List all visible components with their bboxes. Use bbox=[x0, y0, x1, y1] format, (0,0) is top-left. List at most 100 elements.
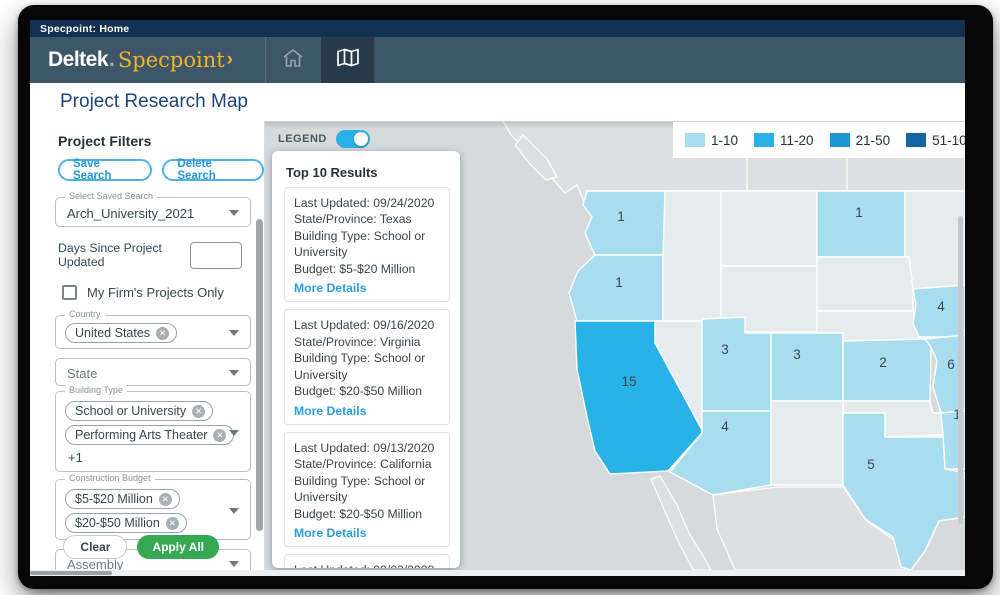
country-chips: United States ✕ bbox=[56, 316, 250, 348]
state-value-AZ: 4 bbox=[721, 419, 729, 434]
saved-search-dropdown[interactable]: Select Saved Search Arch_University_2021 bbox=[55, 191, 251, 227]
card-field-budget: Budget: $5-$20 Million bbox=[294, 261, 416, 276]
legend-item: 1-10 bbox=[685, 133, 738, 148]
legend-toggle-switch[interactable] bbox=[335, 130, 370, 148]
result-card[interactable]: Last Updated: 09/13/2020 State/Province: … bbox=[284, 431, 450, 548]
state-new-mexico bbox=[770, 400, 844, 486]
my-firm-checkbox[interactable] bbox=[62, 285, 77, 300]
legend-item: 11-20 bbox=[754, 133, 814, 148]
page-title: Project Research Map bbox=[60, 91, 248, 112]
card-field-building_type: Building Type: School or University bbox=[294, 473, 426, 505]
assembly-placeholder: Assembly bbox=[67, 557, 124, 570]
state-value-AR: 1 bbox=[953, 407, 961, 422]
sidebar-scrollbar[interactable] bbox=[256, 219, 263, 531]
state-dropdown[interactable]: State bbox=[55, 358, 251, 386]
chip-remove-icon[interactable]: ✕ bbox=[165, 516, 179, 530]
state-value-OR: 1 bbox=[615, 275, 623, 290]
nav-home[interactable] bbox=[265, 37, 320, 83]
legend-label: 51-100 bbox=[932, 132, 965, 148]
country-dropdown[interactable]: Country United States ✕ bbox=[55, 309, 251, 349]
map-icon bbox=[336, 48, 360, 72]
top-results-panel: Top 10 Results Last Updated: 09/24/2020 S… bbox=[272, 151, 460, 568]
legend-item: 21-50 bbox=[829, 133, 890, 148]
home-icon bbox=[282, 48, 304, 73]
result-card[interactable]: Last Updated: 09/24/2020 State/Province: … bbox=[284, 187, 450, 303]
state-value-WA: 1 bbox=[617, 209, 625, 224]
chip-remove-icon[interactable]: ✕ bbox=[213, 428, 227, 442]
card-field-budget: Budget: $20-$50 Million bbox=[294, 506, 423, 521]
map-area[interactable]: 1 1 15 1 4 3 3 2 6 1 4 5 LEGEND 1-10 11-20 21-50 51-10… bbox=[265, 121, 965, 570]
apply-all-button[interactable]: Apply All bbox=[137, 535, 219, 559]
more-details-link[interactable]: More Details bbox=[294, 281, 367, 296]
map-top-shadow bbox=[265, 121, 965, 129]
building-type-dropdown[interactable]: Building Type School or University ✕ Perfo… bbox=[55, 385, 251, 472]
result-card[interactable]: Last Updated: 09/03/2020State/Province: … bbox=[284, 554, 450, 568]
state-south-dakota bbox=[816, 256, 914, 312]
filter-chip[interactable]: $5-$20 Million ✕ bbox=[65, 489, 180, 509]
state-kansas bbox=[842, 338, 932, 402]
chip-remove-icon[interactable]: ✕ bbox=[158, 492, 172, 506]
state-north-dakota bbox=[816, 190, 906, 258]
card-field-state: State/Province: Virginia bbox=[294, 334, 421, 349]
page-title-bar: Project Research Map bbox=[30, 83, 965, 121]
map-legend: 1-10 11-20 21-50 51-100 bbox=[673, 122, 965, 158]
days-since-input[interactable] bbox=[190, 241, 242, 269]
nav-map[interactable] bbox=[320, 37, 375, 83]
baja-peninsula bbox=[650, 475, 712, 570]
card-field-last_updated: Last Updated: 09/24/2020 bbox=[294, 196, 435, 210]
days-since-label: Days Since Project Updated bbox=[58, 241, 162, 269]
card-field-last_updated: Last Updated: 09/13/2020 bbox=[294, 440, 435, 455]
legend-swatch bbox=[829, 133, 850, 147]
chevron-down-icon bbox=[229, 210, 239, 216]
vancouver-island bbox=[514, 134, 558, 181]
chip-label: $20-$50 Million bbox=[75, 516, 160, 530]
building-type-chips: School or University ✕ Performing Arts The… bbox=[56, 392, 250, 451]
saved-search-label: Select Saved Search bbox=[65, 191, 158, 201]
state-value-IA: 4 bbox=[937, 299, 945, 314]
state-value-labels: 1 1 15 1 4 3 3 2 6 1 4 5 bbox=[615, 205, 961, 472]
filter-chip[interactable]: School or University ✕ bbox=[65, 401, 214, 421]
brand-specpoint: Specpoint bbox=[117, 48, 225, 72]
chip-label: School or University bbox=[75, 404, 187, 418]
chip-label: United States bbox=[75, 326, 151, 340]
filter-chip[interactable]: United States ✕ bbox=[65, 323, 178, 343]
header-spacer bbox=[375, 37, 965, 83]
horizontal-scrollbar[interactable] bbox=[30, 570, 965, 576]
budget-dropdown[interactable]: Construction Budget $5-$20 Million ✕ $20-$… bbox=[55, 473, 251, 540]
building-type-label: Building Type bbox=[65, 385, 127, 395]
legend-item: 51-100 bbox=[906, 133, 965, 148]
horizontal-scrollbar-thumb[interactable] bbox=[30, 571, 112, 575]
brand-deltek: Deltek bbox=[48, 48, 109, 71]
more-details-link[interactable]: More Details bbox=[294, 526, 367, 541]
brand-arrow: › bbox=[226, 49, 233, 70]
results-scrollbar[interactable] bbox=[958, 216, 963, 524]
state-placeholder: State bbox=[67, 366, 98, 381]
state-missouri bbox=[924, 334, 965, 414]
card-field-state: State/Province: Texas bbox=[294, 212, 412, 227]
save-search-button[interactable]: Save Search bbox=[58, 158, 153, 182]
filter-chip[interactable]: Performing Arts Theater ✕ bbox=[65, 425, 235, 445]
chevron-down-icon bbox=[229, 561, 239, 567]
device-frame: Specpoint: Home Deltek . Specpoint › bbox=[18, 5, 993, 589]
chip-remove-icon[interactable]: ✕ bbox=[192, 404, 206, 418]
saved-search-value: Arch_University_2021 bbox=[67, 206, 195, 221]
card-field-building_type: Building Type: School or University bbox=[294, 351, 426, 382]
state-value-CA: 15 bbox=[621, 374, 636, 389]
legend-swatch bbox=[906, 133, 927, 147]
legend-label: 11-20 bbox=[780, 132, 814, 148]
toggle-knob bbox=[353, 132, 368, 146]
clear-button[interactable]: Clear bbox=[63, 535, 128, 559]
delete-search-button[interactable]: Delete Search bbox=[162, 158, 264, 182]
window-titlebar: Specpoint: Home bbox=[30, 20, 965, 37]
chip-remove-icon[interactable]: ✕ bbox=[156, 326, 170, 340]
building-type-more[interactable]: +1 bbox=[68, 450, 83, 465]
filter-chip[interactable]: $20-$50 Million ✕ bbox=[65, 513, 187, 533]
card-field-state: State/Province: California bbox=[294, 457, 432, 472]
legend-toggle-label: LEGEND bbox=[278, 133, 327, 145]
result-card[interactable]: Last Updated: 09/16/2020 State/Province: … bbox=[284, 309, 450, 425]
state-value-MO: 6 bbox=[947, 357, 955, 372]
legend-label: 1-10 bbox=[711, 132, 739, 148]
more-details-link[interactable]: More Details bbox=[294, 403, 367, 418]
project-filters-panel: Project Filters Save Search Delete Searc… bbox=[30, 121, 265, 570]
my-firm-label: My Firm's Projects Only bbox=[87, 285, 224, 300]
